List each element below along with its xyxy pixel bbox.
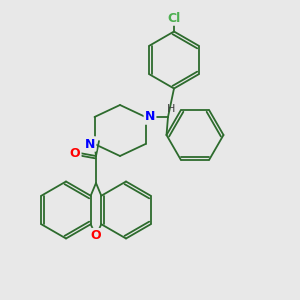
Text: H: H: [167, 104, 175, 115]
Text: Cl: Cl: [167, 11, 181, 25]
Text: N: N: [145, 110, 155, 124]
Text: N: N: [85, 137, 95, 151]
Text: O: O: [91, 229, 101, 242]
Text: O: O: [70, 146, 80, 160]
